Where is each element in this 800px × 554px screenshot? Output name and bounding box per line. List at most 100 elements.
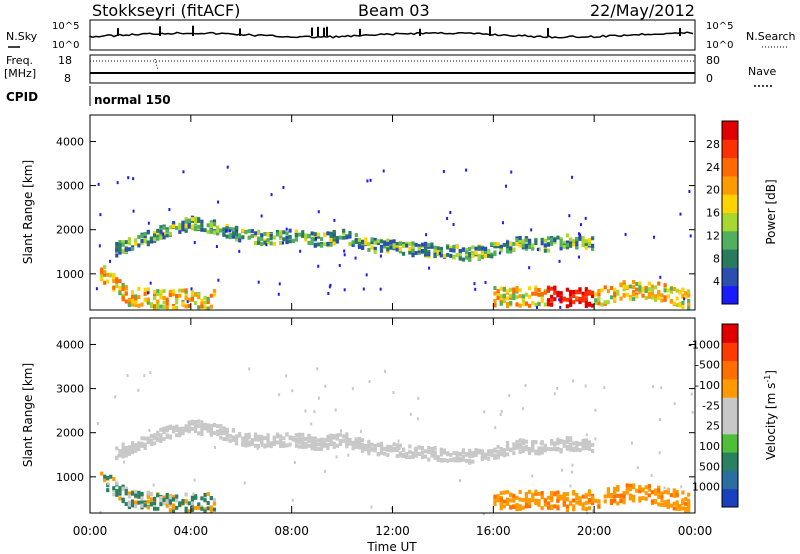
echo-cell (483, 253, 488, 258)
echo-cell (587, 498, 592, 503)
echo-cell (383, 244, 387, 249)
echo-cell (505, 301, 510, 306)
sparse-echo (162, 232, 165, 236)
echo-cell (297, 438, 302, 443)
echo-cell (181, 500, 185, 505)
echo-cell (310, 442, 314, 447)
echo-cell (675, 503, 679, 508)
echo-cell (294, 443, 299, 448)
echo-cell (496, 453, 500, 458)
echo-cell (559, 294, 563, 299)
echo-cell (553, 240, 557, 245)
echo-cell (115, 244, 119, 249)
echo-cell (250, 234, 254, 239)
echo-cell (587, 291, 592, 296)
echo-cell (112, 273, 116, 278)
sparse-echo (465, 168, 468, 172)
echo-cell (468, 451, 472, 456)
echo-cell (505, 440, 510, 445)
echo-cell (524, 444, 529, 449)
colorbar-tick-label: 100 (699, 440, 720, 453)
echo-cell (190, 296, 195, 301)
echo-cell (540, 295, 544, 300)
echo-cell (162, 235, 166, 240)
y-tick-label: 3000 (56, 383, 84, 396)
echo-cell (149, 492, 154, 497)
echo-cell (162, 501, 166, 506)
echo-cell (392, 241, 396, 246)
echo-cell (304, 441, 308, 446)
echo-cell (181, 220, 185, 225)
echo-cell (225, 228, 229, 233)
echo-cell (678, 503, 682, 508)
echo-cell (543, 248, 547, 253)
sparse-echo (190, 287, 193, 291)
echo-cell (338, 235, 343, 240)
echo-cell (455, 453, 459, 458)
y-tick-label: 1000 (56, 471, 84, 484)
sparse-echo (116, 181, 119, 185)
echo-cell (219, 431, 223, 436)
echo-cell (124, 447, 128, 452)
echo-cell (502, 490, 506, 495)
echo-cell (672, 493, 676, 498)
echo-cell (162, 295, 166, 300)
echo-cell (672, 501, 676, 506)
echo-cell (253, 241, 258, 246)
echo-cell (279, 443, 283, 448)
sparse-echo (368, 380, 371, 384)
echo-cell (121, 242, 125, 247)
echo-cell (379, 450, 384, 455)
sparse-echo (456, 451, 459, 455)
echo-cell (521, 302, 525, 307)
echo-cell (591, 236, 595, 241)
echo-cell (282, 436, 286, 441)
colorbar-swatch (722, 433, 738, 453)
echo-cell (266, 240, 270, 245)
echo-cell (285, 240, 289, 245)
echo-cell (310, 241, 314, 246)
echo-cell (310, 438, 314, 443)
echo-cell (162, 437, 166, 442)
echo-cell (575, 493, 579, 498)
echo-cell (370, 442, 374, 447)
echo-cell (373, 443, 377, 448)
echo-cell (524, 236, 529, 241)
echo-cell (518, 490, 522, 495)
echo-cell (162, 300, 166, 305)
echo-cell (553, 447, 557, 452)
echo-cell (127, 247, 132, 252)
echo-cell (247, 229, 251, 234)
echo-cell (527, 303, 532, 308)
echo-cell (219, 428, 223, 433)
echo-cell (398, 247, 403, 252)
sparse-echo (148, 428, 151, 432)
echo-cell (550, 504, 554, 509)
echo-cell (527, 241, 532, 246)
sparse-echo (278, 282, 281, 286)
echo-cell (540, 237, 544, 242)
echo-cell (118, 240, 122, 245)
echo-cell (417, 248, 421, 253)
sparse-echo (351, 387, 354, 391)
echo-cell (505, 501, 510, 506)
echo-cell (323, 437, 327, 442)
echo-cell (316, 234, 321, 239)
sparse-echo (500, 409, 503, 413)
echo-cell (550, 302, 554, 307)
echo-cell (502, 448, 506, 453)
echo-cell (524, 439, 529, 444)
echo-cell (684, 508, 688, 513)
echo-cell (398, 241, 403, 246)
echo-cell (234, 232, 239, 237)
echo-cell (329, 440, 333, 445)
sparse-echo (666, 487, 669, 491)
echo-cell (587, 301, 592, 306)
echo-cell (124, 291, 128, 296)
colorbar-swatch (722, 121, 738, 140)
echo-cell (515, 507, 519, 512)
echo-cell (581, 298, 585, 303)
echo-cell (609, 295, 614, 300)
echo-cell (212, 221, 217, 226)
